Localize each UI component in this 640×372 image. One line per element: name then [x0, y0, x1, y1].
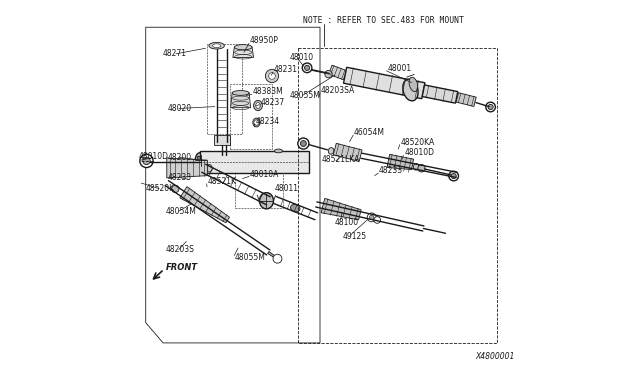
Circle shape	[189, 164, 196, 172]
Text: 48233: 48233	[379, 166, 403, 175]
Text: 48200: 48200	[168, 153, 192, 162]
Text: 46054M: 46054M	[354, 128, 385, 137]
Ellipse shape	[409, 77, 418, 92]
Circle shape	[172, 185, 179, 193]
Circle shape	[254, 120, 259, 125]
Ellipse shape	[232, 90, 249, 95]
Ellipse shape	[209, 42, 225, 49]
Circle shape	[269, 73, 275, 79]
Ellipse shape	[291, 204, 300, 212]
Text: 48271: 48271	[163, 49, 187, 58]
Text: 48055M: 48055M	[235, 253, 266, 263]
Circle shape	[302, 63, 312, 73]
Circle shape	[266, 69, 278, 83]
Circle shape	[143, 157, 150, 164]
Text: 48010D: 48010D	[404, 148, 434, 157]
Polygon shape	[456, 93, 476, 106]
Text: 48020: 48020	[168, 104, 192, 113]
Circle shape	[298, 138, 309, 149]
Text: 48203SA: 48203SA	[321, 86, 355, 94]
Circle shape	[140, 154, 153, 167]
Circle shape	[273, 254, 282, 263]
Bar	[207, 44, 243, 134]
Text: 48010A: 48010A	[250, 170, 279, 179]
Polygon shape	[230, 93, 251, 108]
Text: 48055M: 48055M	[290, 91, 321, 100]
Bar	[200, 151, 309, 173]
Ellipse shape	[328, 148, 334, 154]
Bar	[235, 166, 283, 208]
Text: 48234: 48234	[255, 117, 280, 126]
Text: FRONT: FRONT	[166, 263, 198, 272]
Polygon shape	[233, 47, 253, 58]
Polygon shape	[333, 143, 362, 161]
Ellipse shape	[259, 193, 273, 209]
Circle shape	[488, 105, 493, 110]
Polygon shape	[321, 198, 361, 220]
Text: 48950P: 48950P	[250, 36, 279, 45]
Text: 48231: 48231	[274, 65, 298, 74]
Polygon shape	[329, 65, 347, 80]
Polygon shape	[180, 187, 230, 223]
Circle shape	[449, 171, 458, 181]
Ellipse shape	[403, 79, 418, 101]
Text: 48010D: 48010D	[139, 152, 169, 161]
Circle shape	[305, 65, 310, 70]
Text: 48520KA: 48520KA	[401, 138, 435, 147]
Text: X4800001: X4800001	[475, 352, 515, 361]
Ellipse shape	[206, 164, 212, 172]
Text: 48520K: 48520K	[146, 184, 175, 193]
Ellipse shape	[212, 44, 221, 48]
Text: 48011: 48011	[275, 184, 299, 193]
Ellipse shape	[234, 45, 252, 50]
Text: 48010: 48010	[290, 53, 314, 62]
Text: NOTE : REFER TO SEC.483 FOR MOUNT: NOTE : REFER TO SEC.483 FOR MOUNT	[303, 16, 464, 25]
Circle shape	[324, 70, 332, 78]
Circle shape	[369, 215, 374, 219]
Bar	[197, 157, 204, 164]
Ellipse shape	[253, 118, 260, 127]
Text: 48521K: 48521K	[207, 177, 236, 186]
Text: 49125: 49125	[343, 232, 367, 241]
Ellipse shape	[413, 164, 419, 170]
Polygon shape	[422, 85, 458, 103]
Ellipse shape	[275, 149, 282, 153]
Polygon shape	[268, 251, 275, 258]
Circle shape	[418, 164, 425, 172]
Polygon shape	[167, 158, 207, 178]
Ellipse shape	[256, 103, 260, 109]
Bar	[214, 135, 230, 145]
Circle shape	[486, 102, 495, 112]
Text: 48237: 48237	[261, 98, 285, 107]
Circle shape	[451, 173, 456, 179]
Text: 48233: 48233	[168, 173, 192, 182]
Text: 48001: 48001	[387, 64, 412, 73]
Ellipse shape	[195, 153, 206, 168]
Ellipse shape	[253, 100, 262, 111]
Text: 48203S: 48203S	[166, 245, 195, 254]
Text: 48100: 48100	[335, 218, 359, 227]
Circle shape	[374, 217, 381, 223]
Polygon shape	[344, 67, 425, 99]
Text: 48054M: 48054M	[166, 206, 196, 216]
Circle shape	[367, 213, 376, 222]
Polygon shape	[387, 154, 413, 170]
Circle shape	[300, 141, 307, 147]
Text: 48521LKA: 48521LKA	[322, 155, 360, 164]
Bar	[230, 84, 272, 149]
Text: 48383M: 48383M	[252, 87, 283, 96]
